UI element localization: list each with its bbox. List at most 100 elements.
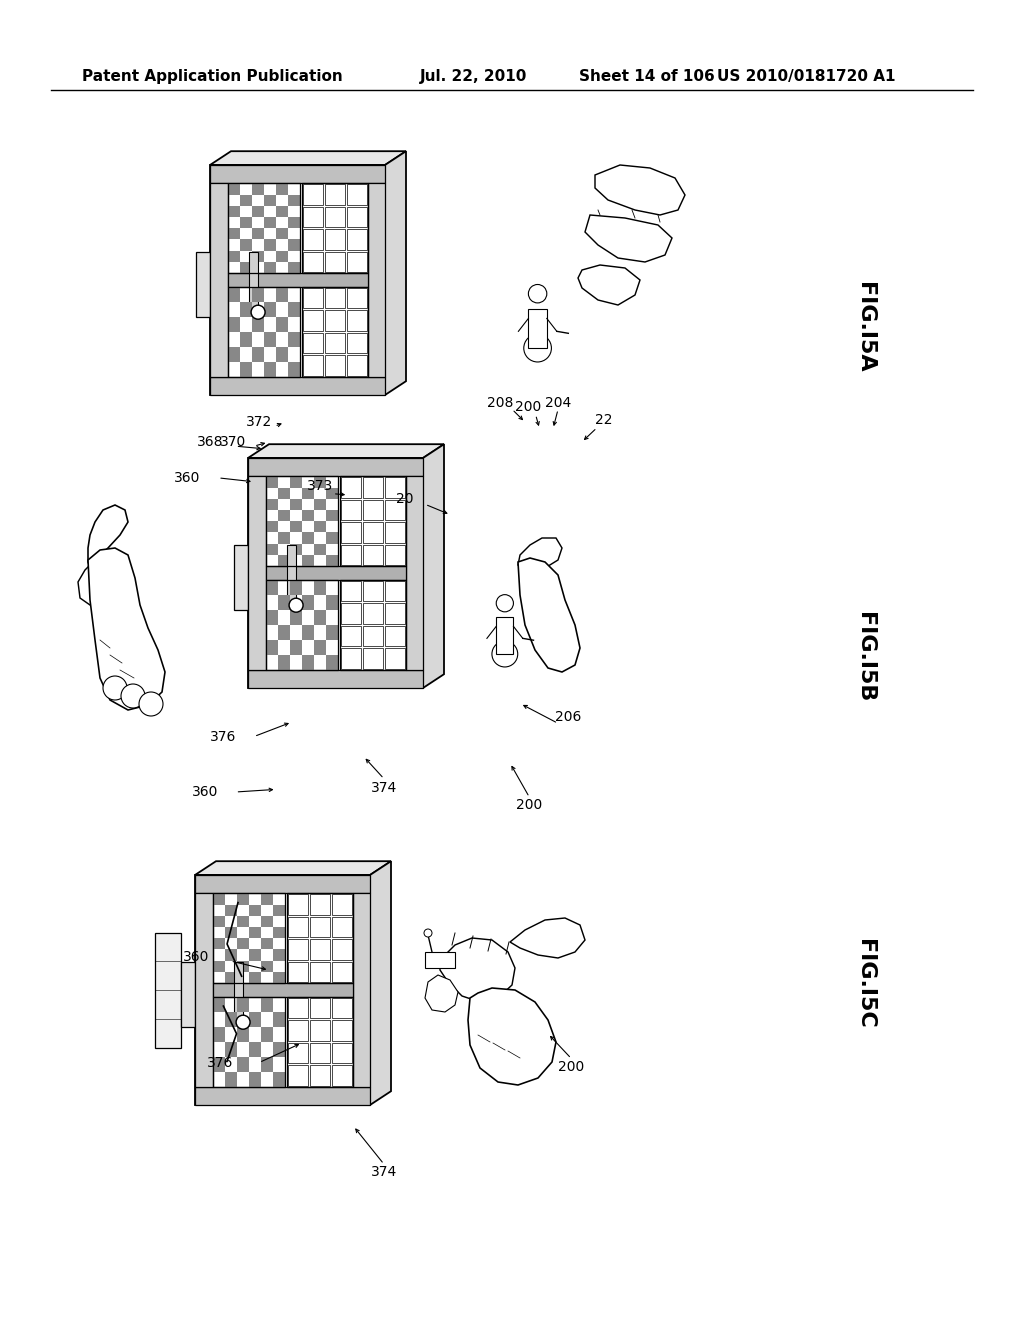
Bar [278, 532, 290, 544]
Bar [195, 875, 370, 1105]
Bar [302, 286, 368, 376]
Text: Patent Application Publication: Patent Application Publication [82, 69, 343, 84]
Polygon shape [248, 445, 444, 458]
Polygon shape [595, 165, 685, 215]
Bar [314, 499, 327, 510]
Bar [340, 477, 406, 566]
Bar [303, 207, 323, 227]
Bar [288, 917, 308, 937]
Circle shape [524, 334, 551, 362]
Bar [264, 194, 276, 206]
Bar [314, 477, 327, 487]
Bar [252, 286, 264, 302]
Bar [347, 230, 367, 249]
Bar [240, 216, 252, 228]
Bar [325, 355, 345, 376]
Bar [265, 610, 278, 624]
Bar [213, 961, 224, 972]
Bar [240, 362, 252, 376]
Bar [362, 626, 383, 647]
Bar [314, 579, 327, 595]
Bar [362, 648, 383, 669]
Bar [303, 355, 323, 376]
Bar [252, 251, 264, 261]
Text: 376: 376 [210, 730, 237, 743]
Circle shape [424, 929, 432, 937]
Bar [287, 997, 352, 1086]
Circle shape [139, 692, 163, 715]
Text: 372: 372 [246, 416, 272, 429]
Bar [195, 875, 370, 894]
Bar [261, 1057, 273, 1072]
Bar [273, 904, 286, 916]
Bar [261, 997, 273, 1012]
Text: 20: 20 [395, 492, 414, 506]
Bar [327, 554, 338, 566]
Bar [240, 239, 252, 251]
Bar [325, 333, 345, 354]
Bar [261, 961, 273, 972]
Bar [327, 487, 338, 499]
Text: 376: 376 [207, 1056, 233, 1069]
Circle shape [121, 684, 145, 708]
Bar [303, 252, 323, 272]
Bar [341, 626, 360, 647]
Text: 206: 206 [555, 710, 582, 723]
Polygon shape [425, 975, 458, 1012]
Bar [227, 347, 240, 362]
Bar [249, 252, 258, 308]
Polygon shape [518, 539, 562, 570]
Bar [265, 477, 278, 487]
Bar [341, 478, 360, 498]
Bar [303, 310, 323, 331]
Bar [288, 194, 300, 206]
Bar [288, 895, 308, 915]
Circle shape [497, 594, 513, 612]
Bar [497, 616, 513, 653]
Bar [249, 904, 261, 916]
Bar [288, 1065, 308, 1085]
Bar [213, 997, 286, 1086]
Bar [290, 521, 302, 532]
Bar [240, 261, 252, 273]
Bar [264, 261, 276, 273]
Bar [325, 252, 345, 272]
Bar [265, 544, 278, 554]
Bar [264, 216, 276, 228]
Bar [362, 478, 383, 498]
Bar [248, 458, 423, 688]
Bar [210, 183, 227, 376]
Text: 208: 208 [486, 396, 513, 409]
Bar [237, 916, 249, 927]
Bar [341, 581, 360, 602]
Bar [288, 239, 300, 251]
Bar [302, 595, 314, 610]
Polygon shape [468, 987, 556, 1085]
Bar [240, 302, 252, 317]
Text: US 2010/0181720 A1: US 2010/0181720 A1 [717, 69, 895, 84]
Text: 374: 374 [371, 781, 397, 795]
Bar [278, 487, 290, 499]
Circle shape [103, 676, 127, 700]
Bar [325, 185, 345, 205]
Bar [265, 579, 338, 669]
Bar [362, 523, 383, 543]
Circle shape [289, 598, 303, 612]
Bar [224, 949, 237, 961]
Bar [252, 183, 264, 194]
Bar [385, 648, 404, 669]
Bar [347, 288, 367, 309]
Bar [288, 962, 308, 982]
Bar [227, 183, 300, 273]
Bar [273, 949, 286, 961]
Bar [240, 194, 252, 206]
Bar [325, 310, 345, 331]
Bar [249, 1012, 261, 1027]
Bar [385, 545, 404, 565]
Bar [237, 939, 249, 949]
Bar [290, 544, 302, 554]
Bar [385, 478, 404, 498]
Bar [278, 655, 290, 669]
Text: Sheet 14 of 106: Sheet 14 of 106 [579, 69, 715, 84]
Text: FIG.I5B: FIG.I5B [855, 612, 876, 702]
